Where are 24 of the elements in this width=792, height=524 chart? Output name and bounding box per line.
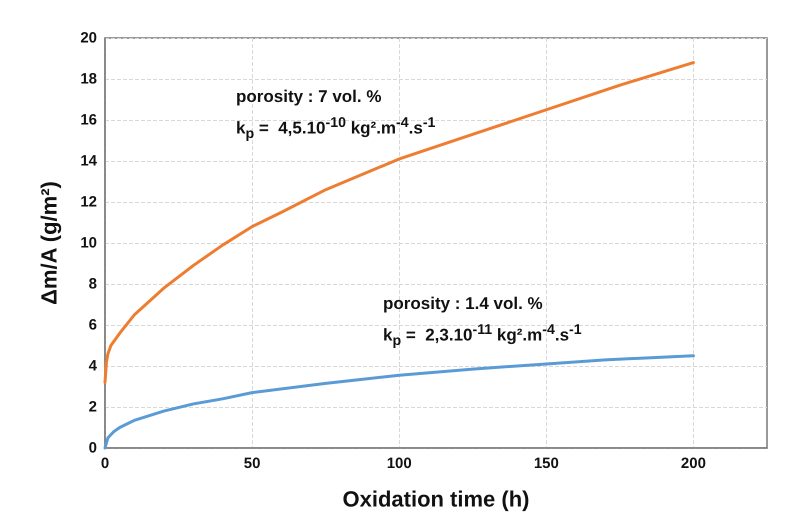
x-tick-label: 50 [244,455,260,472]
annotation: k$_{p}$ = 2,3.10$^{-11}$ kg².m$^{-4}$.s$^{-1}$ [383,321,582,352]
line-series [104,61,695,384]
y-tick-label: 2 [88,398,97,416]
x-axis-title: Oxidation time (h) [342,486,530,512]
y-tick-label: 20 [80,30,97,46]
y-axis-title: Δm/A (g/m²) [36,181,62,305]
annotation: porosity : 7 vol. % [236,86,382,108]
y-tick-label: 18 [80,70,97,88]
y-tick-label: 0 [88,440,97,456]
x-tick-label: 150 [534,455,559,472]
annotation: k$_{p}$ = 4,5.10$^{-10}$ kg².m$^{-4}$.s$^{-1}$ [236,114,436,144]
x-tick-label: 200 [680,455,706,472]
annotation: porosity : 1.4 vol. % [383,293,543,315]
y-tick-label: 6 [88,316,97,334]
y-tick-label: 4 [88,358,98,374]
y-tick-label: 8 [88,276,97,292]
y-tick-label: 16 [80,112,97,128]
x-tick-label: 100 [386,455,412,472]
y-tick-label: 14 [80,152,98,170]
line-series [104,354,695,450]
y-tick-label: 10 [80,234,97,252]
x-tick-label: 0 [100,455,110,472]
y-tick-label: 12 [80,194,97,210]
